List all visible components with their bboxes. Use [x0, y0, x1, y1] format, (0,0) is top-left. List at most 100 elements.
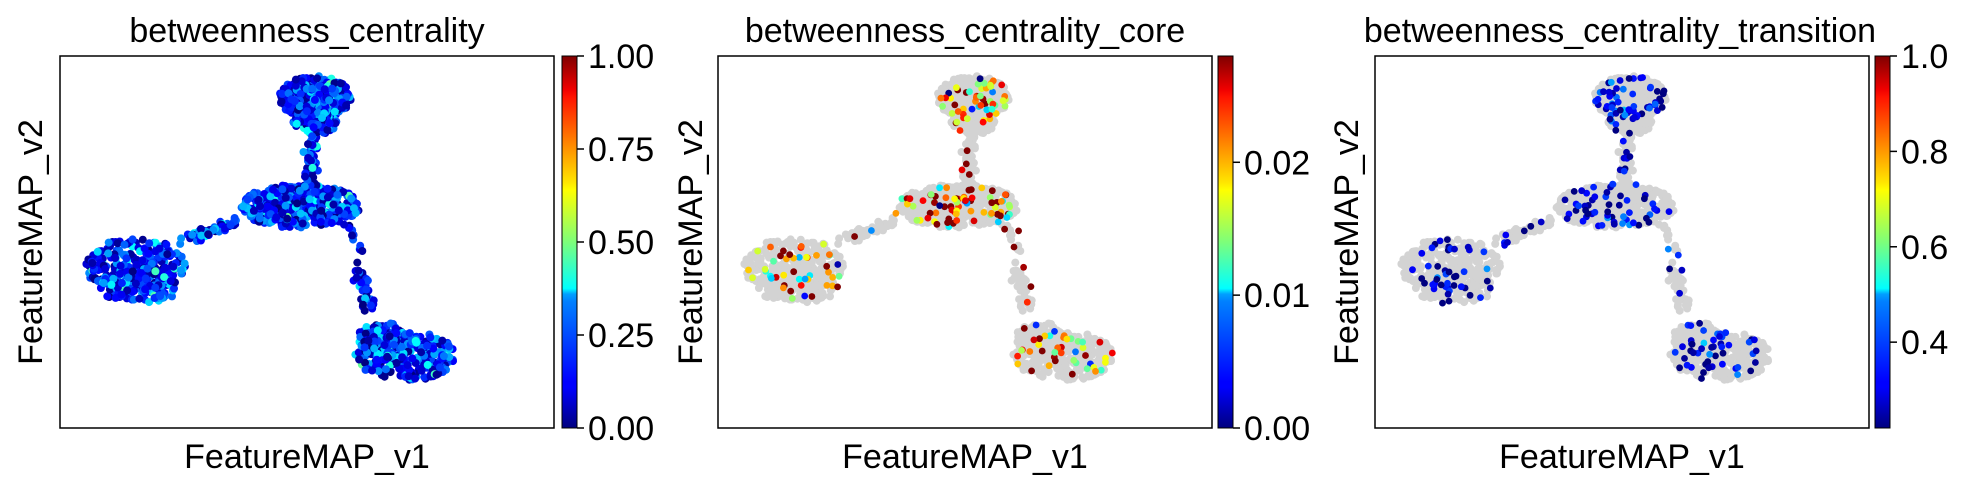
data-point: [445, 342, 454, 351]
data-point: [296, 209, 305, 218]
data-point: [316, 217, 325, 226]
data-point: [754, 247, 762, 255]
data-point: [1028, 367, 1035, 375]
data-point: [135, 294, 144, 303]
data-point: [313, 74, 322, 83]
colorbar-tick-label: 0.00: [1244, 410, 1310, 448]
background-point: [786, 235, 795, 244]
data-point: [919, 197, 927, 205]
data-point: [1051, 349, 1059, 356]
data-point: [328, 84, 336, 93]
background-point: [1103, 342, 1112, 351]
panel-3-title: betweenness_centrality_transition: [1364, 12, 1876, 50]
data-point: [123, 286, 132, 295]
data-point: [188, 230, 197, 239]
data-point: [787, 287, 795, 295]
data-point: [323, 184, 332, 193]
data-point: [924, 214, 932, 222]
data-point: [417, 366, 426, 375]
data-point: [988, 199, 996, 207]
data-point: [116, 261, 125, 270]
data-point: [277, 97, 286, 106]
background-point: [801, 264, 810, 273]
data-point: [131, 279, 140, 288]
data-point: [291, 81, 300, 90]
data-point: [169, 262, 178, 271]
data-point: [1108, 349, 1116, 357]
data-point: [797, 282, 805, 289]
data-point: [116, 269, 125, 278]
data-point: [101, 265, 110, 273]
data-point: [937, 94, 945, 102]
data-point: [151, 267, 160, 276]
data-point: [392, 358, 401, 367]
data-point: [295, 101, 304, 110]
data-point: [1097, 366, 1105, 374]
data-point: [310, 187, 319, 196]
data-point: [801, 275, 809, 283]
data-point: [292, 119, 301, 128]
data-point: [933, 220, 941, 228]
data-point: [180, 259, 189, 268]
data-point: [281, 193, 290, 202]
data-point: [1026, 348, 1034, 355]
background-point: [1021, 276, 1030, 285]
background-point: [1719, 372, 1728, 381]
data-point: [111, 293, 120, 302]
background-point: [966, 132, 975, 141]
data-point: [350, 204, 358, 213]
data-point: [295, 186, 304, 195]
data-point: [420, 373, 429, 382]
data-point: [976, 75, 984, 83]
data-point: [1014, 360, 1022, 368]
background-point: [1674, 300, 1682, 309]
data-point: [327, 219, 336, 227]
data-point: [403, 361, 412, 370]
background-point: [1632, 206, 1641, 215]
data-point: [932, 209, 940, 217]
data-point: [966, 88, 973, 96]
data-point: [299, 148, 308, 156]
background-point: [1678, 276, 1687, 285]
data-point: [360, 306, 369, 315]
data-point: [291, 75, 300, 84]
data-point: [385, 332, 394, 341]
data-point: [936, 184, 943, 192]
background-point: [746, 259, 755, 267]
colorbar-tick-label: 0.00: [588, 410, 654, 448]
data-point: [166, 277, 175, 286]
data-point: [93, 247, 102, 256]
data-point: [967, 186, 975, 194]
data-point: [255, 214, 264, 223]
data-point: [1057, 349, 1065, 357]
data-point: [770, 257, 777, 265]
background-point: [826, 292, 834, 301]
data-point: [408, 354, 417, 363]
panel-1: betweenness_centrality FeatureMAP_v1 Fea…: [12, 12, 654, 476]
data-point: [851, 233, 858, 240]
panel-2-colorbar: [1217, 55, 1234, 429]
data-point: [156, 292, 165, 300]
data-point: [405, 329, 414, 338]
background-point: [884, 221, 893, 230]
background-point: [1022, 336, 1031, 345]
background-point: [1570, 214, 1579, 223]
background-point: [761, 292, 770, 301]
data-point: [299, 197, 308, 206]
data-point: [988, 187, 996, 195]
data-point: [1020, 263, 1027, 271]
data-point: [373, 326, 382, 335]
data-point: [1092, 367, 1099, 375]
data-point: [197, 231, 206, 240]
data-point: [318, 113, 326, 122]
data-point: [120, 240, 129, 249]
panel-1-plot-frame: [59, 55, 555, 429]
data-point: [361, 329, 370, 338]
background-point: [1408, 247, 1417, 256]
data-point: [943, 184, 950, 192]
data-point: [780, 247, 787, 255]
background-point: [765, 280, 774, 289]
data-point: [927, 191, 935, 198]
data-point: [404, 372, 413, 381]
data-point: [820, 240, 827, 248]
